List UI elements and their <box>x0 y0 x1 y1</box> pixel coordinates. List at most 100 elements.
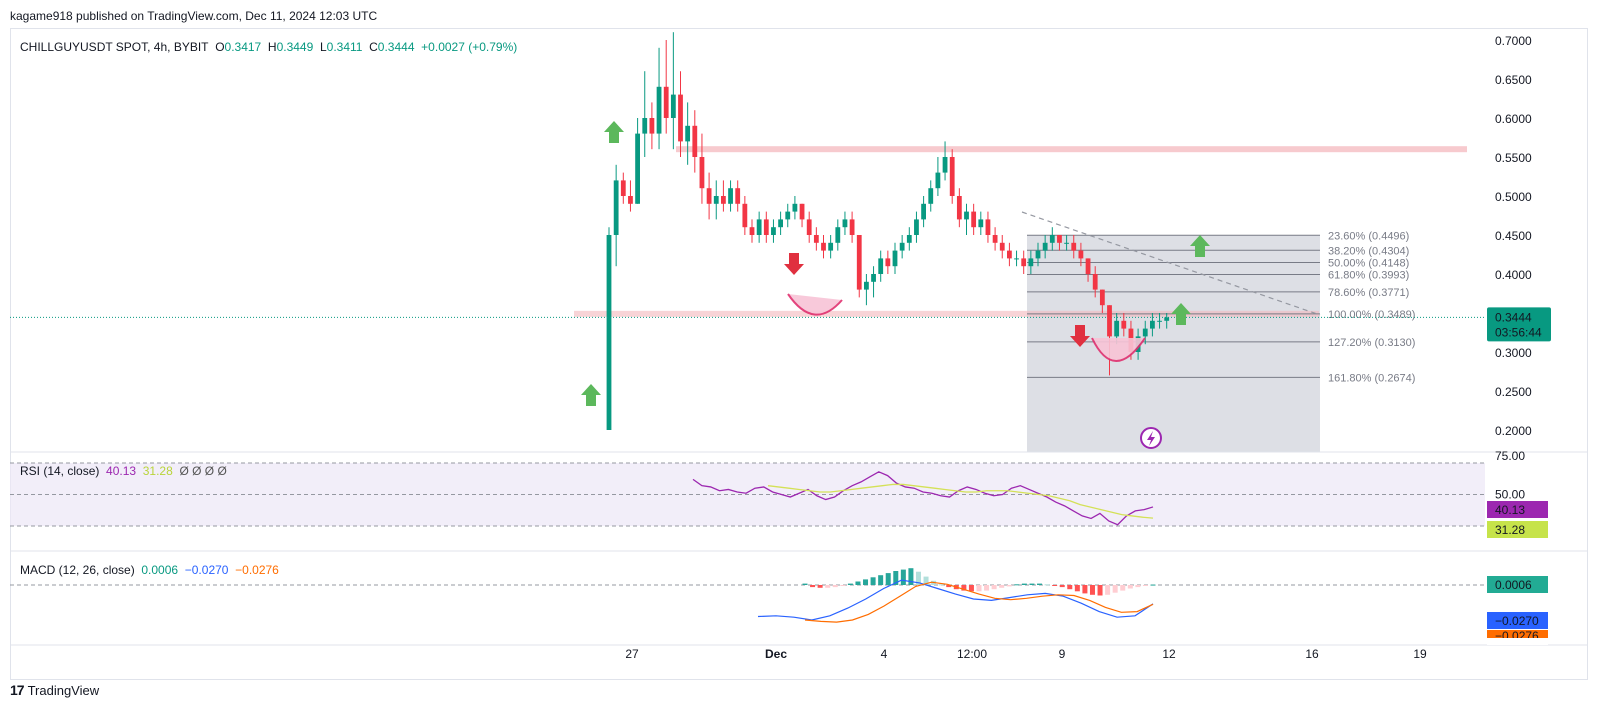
symbol-legend[interactable]: CHILLGUYUSDT SPOT, 4h, BYBIT O0.3417 H0.… <box>20 40 517 54</box>
candle-body <box>1150 320 1155 329</box>
candle-body <box>935 172 941 189</box>
macd-histogram-bar <box>817 585 823 588</box>
down-arrow-icon <box>1070 325 1090 347</box>
fib-level-label: 50.00% (0.4148) <box>1328 257 1409 269</box>
chart-frame <box>10 28 1588 680</box>
time-axis-label: 12:00 <box>957 647 987 661</box>
macd-histogram-bar <box>1082 585 1088 594</box>
candle-body <box>1014 258 1019 260</box>
rsi-ma-badge <box>1487 521 1548 538</box>
tradingview-brand[interactable]: 17 TradingView <box>10 682 99 698</box>
candle-body <box>763 219 769 235</box>
rsi-axis-label: 75.00 <box>1495 449 1525 463</box>
price-axis-label: 0.3000 <box>1495 346 1532 360</box>
fib-level-label: 127.20% (0.3130) <box>1328 337 1415 349</box>
high-label: H <box>267 40 277 54</box>
candle-body <box>606 235 612 430</box>
macd-line-value: −0.0270 <box>184 563 229 577</box>
tradingview-logo-icon: 17 <box>10 682 25 698</box>
candle-body <box>1142 328 1148 337</box>
macd-hist-value: 0.0006 <box>141 563 179 577</box>
candle-body <box>1121 320 1127 329</box>
macd-histogram-bar <box>999 585 1005 588</box>
candle-body <box>1064 242 1069 244</box>
macd-histogram-bar <box>1044 584 1050 586</box>
macd-histogram-bar <box>1067 585 1073 590</box>
up-arrow-icon <box>1171 303 1191 325</box>
bottom-curve-marker <box>787 293 843 316</box>
change-value: +0.0027 (+0.79%) <box>421 40 518 54</box>
candle-body <box>1078 250 1084 259</box>
candle-body <box>899 242 905 251</box>
macd-line-badge <box>1487 612 1548 629</box>
fib-level-label: 100.00% (0.3489) <box>1328 309 1415 321</box>
candle-body <box>1042 242 1048 251</box>
candle-body <box>1164 317 1170 321</box>
macd-histogram-bar <box>908 568 914 585</box>
resistance-zone <box>676 146 1467 153</box>
macd-histogram-bar <box>1150 584 1156 586</box>
price-axis-label: 0.2500 <box>1495 385 1532 399</box>
macd-histogram-bar <box>1029 583 1035 585</box>
candle-body <box>778 219 783 228</box>
published-caption: kagame918 published on TradingView.com, … <box>10 9 378 23</box>
fib-level-label: 78.60% (0.3771) <box>1328 287 1409 299</box>
candle-body <box>706 188 712 204</box>
candle-body <box>620 180 626 196</box>
macd-histogram-bar <box>1021 583 1027 585</box>
candle-body <box>949 157 955 196</box>
close-label: C <box>369 40 378 54</box>
macd-histogram-bar <box>984 585 990 591</box>
candle-body <box>663 86 669 118</box>
candle-body <box>992 235 998 243</box>
macd-legend[interactable]: MACD (12, 26, close) 0.0006 −0.0270 −0.0… <box>20 563 279 577</box>
rsi-legend[interactable]: RSI (14, close) 40.13 31.28 Ø Ø Ø Ø <box>20 464 227 478</box>
candle-body <box>635 133 640 204</box>
candle-body <box>1007 250 1012 259</box>
candle-body <box>678 94 683 142</box>
rsi-title: RSI (14, close) <box>20 464 100 478</box>
macd-histogram-bar <box>847 583 853 585</box>
time-axis-label: Dec <box>765 647 787 661</box>
candle-body <box>670 94 676 118</box>
rsi-extra-values: Ø Ø Ø Ø <box>179 464 227 478</box>
candle-body <box>906 235 912 243</box>
macd-histogram-bar <box>961 585 967 591</box>
macd-histogram-bar <box>1052 585 1058 586</box>
time-axis-label: 16 <box>1305 647 1319 661</box>
macd-signal-badge-mask <box>1487 638 1548 645</box>
last-price-label: 0.3444 <box>1495 310 1532 324</box>
price-axis-label: 0.6000 <box>1495 112 1532 126</box>
last-price-badge <box>1487 307 1551 342</box>
fib-level-label: 161.80% (0.2674) <box>1328 372 1415 384</box>
candle-body <box>692 125 698 157</box>
macd-histogram-bar <box>1059 585 1065 588</box>
candle-body <box>728 188 733 204</box>
price-axis-label: 0.5000 <box>1495 190 1532 204</box>
candle-body <box>813 235 819 243</box>
macd-histogram-bar <box>832 585 838 588</box>
candle-body <box>942 157 948 173</box>
candle-body <box>742 203 748 228</box>
candle-body <box>699 157 705 189</box>
macd-histogram-bar <box>885 573 891 585</box>
fib-level-label: 61.80% (0.3993) <box>1328 270 1409 282</box>
macd-line-badge-label: −0.0270 <box>1495 614 1539 628</box>
macd-histogram-bar <box>870 577 876 585</box>
candle-body <box>713 196 719 204</box>
bar-countdown-label: 03:56:44 <box>1495 325 1542 339</box>
macd-histogram-bar <box>900 569 906 585</box>
rsi-ma-line <box>767 483 1154 519</box>
candle-body <box>964 211 969 220</box>
candle-body <box>1157 320 1162 322</box>
price-axis-label: 0.2000 <box>1495 424 1532 438</box>
candle-body <box>885 258 891 267</box>
up-arrow-icon <box>581 384 601 406</box>
candle-body <box>656 86 662 134</box>
macd-histogram-bar <box>1089 585 1095 595</box>
time-axis-label: 19 <box>1413 647 1427 661</box>
time-axis-label: 4 <box>881 647 888 661</box>
time-axis-label: 9 <box>1059 647 1066 661</box>
rsi-axis-label: 50.00 <box>1495 488 1525 502</box>
